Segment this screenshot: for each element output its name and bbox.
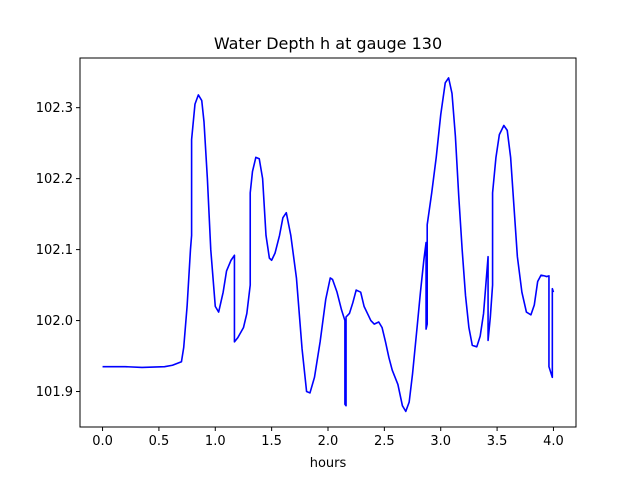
x-tick-label: 3.0 xyxy=(430,434,451,449)
x-axis: 0.0 0.5 1.0 1.5 2.0 2.5 3.0 3.5 4.0 xyxy=(92,427,564,449)
plot-area xyxy=(79,57,577,428)
x-tick-label: 1.5 xyxy=(261,434,282,449)
x-tick-label: 0.0 xyxy=(92,434,113,449)
y-tick-label: 102.1 xyxy=(36,243,73,258)
x-tick-label: 2.0 xyxy=(318,434,339,449)
y-tick-label: 101.9 xyxy=(36,385,73,400)
y-tick-label: 102.3 xyxy=(36,101,73,116)
x-tick-label: 3.5 xyxy=(487,434,508,449)
y-tick-label: 102.2 xyxy=(36,172,73,187)
x-tick-label: 4.0 xyxy=(543,434,564,449)
x-tick-label: 1.0 xyxy=(205,434,226,449)
chart-title: Water Depth h at gauge 130 xyxy=(214,34,442,53)
x-axis-label: hours xyxy=(310,456,347,471)
y-axis: 101.9 102.0 102.1 102.2 102.3 xyxy=(36,101,80,400)
series-line-0 xyxy=(102,77,555,413)
x-tick-label: 2.5 xyxy=(374,434,395,449)
series-layer xyxy=(102,77,555,413)
x-tick-label: 0.5 xyxy=(149,434,170,449)
y-tick-label: 102.0 xyxy=(36,314,73,329)
